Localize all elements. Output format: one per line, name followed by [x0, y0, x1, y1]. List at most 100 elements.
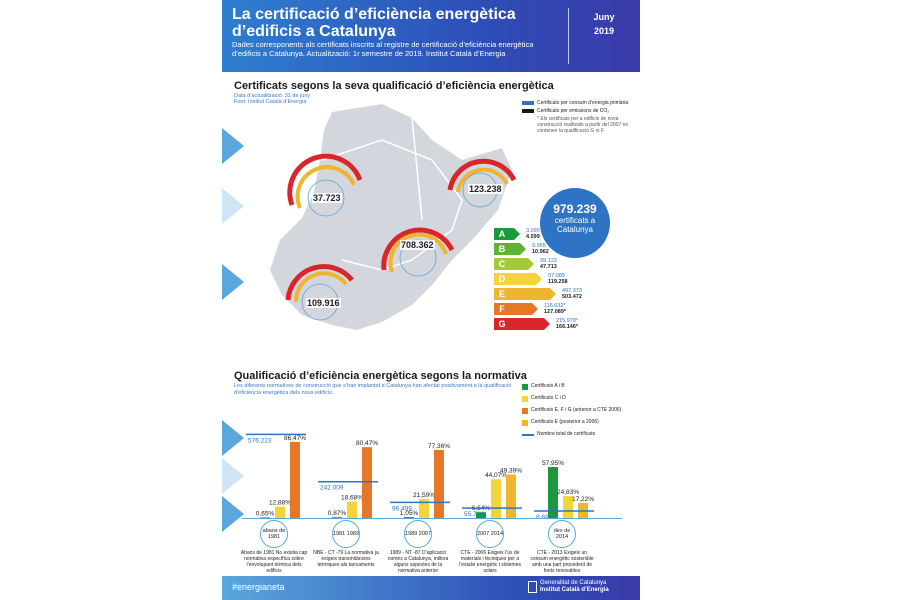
rating-values: 39.122 47.713: [540, 258, 557, 270]
rating-row-a: A 3.090 4.599: [494, 228, 540, 240]
bar-label: 49,39%: [500, 468, 522, 475]
rating-letter: E: [494, 288, 510, 300]
header-divider: [568, 8, 569, 64]
period-description: CTE - 2013 Exigeix un consum energètic s…: [530, 550, 594, 574]
footer-hashtag: #energianeta: [232, 582, 285, 592]
region-total-barcelona: 708.362: [400, 240, 435, 250]
region-gauges: [285, 153, 517, 321]
bar-3-1: [491, 479, 501, 518]
rating-values: 9.955 10.962: [532, 243, 549, 255]
rating-value-co2: 503.472: [562, 294, 582, 300]
bar-3-2: [506, 474, 516, 518]
rating-letter: F: [494, 303, 510, 315]
legend-label: Certificats A i B: [531, 383, 565, 389]
rating-row-c: C 39.122 47.713: [494, 258, 557, 270]
total-label: 576.223: [248, 437, 272, 444]
total-label: certificats a Catalunya: [554, 216, 596, 234]
bar-label: 80,47%: [356, 440, 378, 447]
bar-0-0: [260, 517, 270, 518]
period-description: CTE - 2006 Exigeix l’ús de materials i t…: [459, 550, 521, 574]
section2-title: Qualificació d’eficiència energètica seg…: [234, 370, 527, 382]
rating-bar: [510, 273, 542, 285]
gauge-barcelona: [381, 227, 455, 277]
total-label: 55.764: [464, 511, 484, 518]
generalitat-logo-icon: [528, 581, 537, 593]
rating-letter: C: [494, 258, 510, 270]
bar-1-0: [332, 517, 342, 518]
period-circle: 2007 2014: [476, 520, 504, 548]
bar-label: 0,65%: [256, 510, 275, 517]
period-circle: des de 2014: [548, 520, 576, 548]
legend-item: Certificats A i B: [522, 383, 636, 390]
section1-note-source: Font: Institut Català d’Energia: [234, 99, 307, 105]
rating-bar: [510, 303, 538, 315]
rating-value-primary: 3.090: [526, 228, 540, 234]
decor-arrow: [222, 420, 244, 456]
legend-label: Certificats per emissions de CO₂: [537, 108, 610, 114]
legend-swatch: [522, 384, 528, 390]
period-description: NBE - CT -79 La normativa ja exigeix tra…: [313, 550, 379, 568]
section2-note: Les diferents normatives de construcció …: [234, 383, 512, 396]
map-border: [321, 139, 463, 271]
rating-value-primary: 97.089: [548, 273, 565, 279]
bar-label: 12,88%: [269, 500, 291, 507]
bar-2-2: [434, 449, 444, 518]
decor-arrow: [222, 458, 244, 494]
gauge-tarragona: [285, 264, 354, 321]
total-certificates-badge: 979.239 certificats a Catalunya: [540, 188, 610, 258]
rating-row-e: E 497.373 503.472: [494, 288, 582, 300]
total-label: 8.690: [536, 514, 553, 521]
legend-swatch: [522, 420, 528, 426]
region-total-lleida: 37.723: [312, 193, 342, 203]
rating-bar: [510, 243, 526, 255]
period-circle: 1981 1989: [332, 520, 360, 548]
decor-arrow: [222, 188, 244, 224]
bar-label: 0,87%: [328, 510, 347, 517]
rating-values: 497.373 503.472: [562, 288, 582, 300]
bar-0-2: [290, 441, 300, 518]
normativa-bar-chart: 0,65% 12,88% 86,47% 576.223 0,87% 18,68% 80,47…: [242, 433, 622, 521]
date-year: 2019: [593, 26, 615, 36]
rating-value-primary: 116.632*: [544, 303, 566, 309]
total-value: 979.239: [553, 202, 597, 216]
legend-swatch: [522, 101, 534, 105]
rating-bar: [510, 228, 520, 240]
rating-value-co2: 4.599: [526, 234, 540, 240]
rating-letter: B: [494, 243, 510, 255]
bar-label: 1,05%: [400, 510, 419, 517]
rating-bar: [510, 288, 556, 300]
rating-value-co2: 10.962: [532, 249, 549, 255]
legend-footnote-text: * Els certificats per a edificis de nova…: [537, 116, 629, 134]
period-description: 1989 - NT -87 D’aplicació només a Catalu…: [387, 550, 449, 574]
rating-row-d: D 97.089 119.258: [494, 273, 568, 285]
bar-3-0: [476, 512, 486, 518]
bar-label: 17,22%: [572, 496, 594, 503]
rating-row-b: B 9.955 10.962: [494, 243, 549, 255]
rating-values: 215.978* 166.146*: [556, 318, 578, 330]
bar-4-1: [563, 496, 573, 518]
period-circle: abans de 1981: [260, 520, 288, 548]
rating-letter: G: [494, 318, 510, 330]
section1-note-date: Data d’actualització: 31 de juny: [234, 93, 311, 99]
rating-value-primary: 497.373: [562, 288, 582, 294]
rating-value-co2: 119.258: [548, 279, 568, 285]
legend-item: Nombre total de certificats: [522, 431, 636, 437]
bar-4-0: [548, 467, 558, 518]
rating-bar: [510, 258, 534, 270]
legend-item: Certificats E, F i G (anterior a CTE 200…: [522, 407, 636, 414]
rating-value-primary: 39.122: [540, 258, 557, 264]
footer-org: Generalitat de Catalunya Institut Català…: [540, 580, 609, 594]
rating-value-co2: 47.713: [540, 264, 557, 270]
bar-2-1: [419, 499, 429, 518]
legend-label: Nombre total de certificats: [537, 431, 596, 437]
bar-label: 86,47%: [284, 435, 306, 442]
period-description: Abans de 1981 No existia cap normativa e…: [240, 550, 308, 574]
rating-row-g: G 215.978* 166.146*: [494, 318, 578, 330]
legend-swatch: [522, 408, 528, 414]
legend-co2: Certificats per emissions de CO₂: [522, 108, 638, 114]
rating-values: 3.090 4.599: [526, 228, 540, 240]
page-subtitle: Dades corresponents als certificats insc…: [232, 40, 534, 58]
decor-arrow: [222, 496, 244, 532]
rating-letter: A: [494, 228, 510, 240]
rating-value-primary: 9.955: [532, 243, 546, 249]
